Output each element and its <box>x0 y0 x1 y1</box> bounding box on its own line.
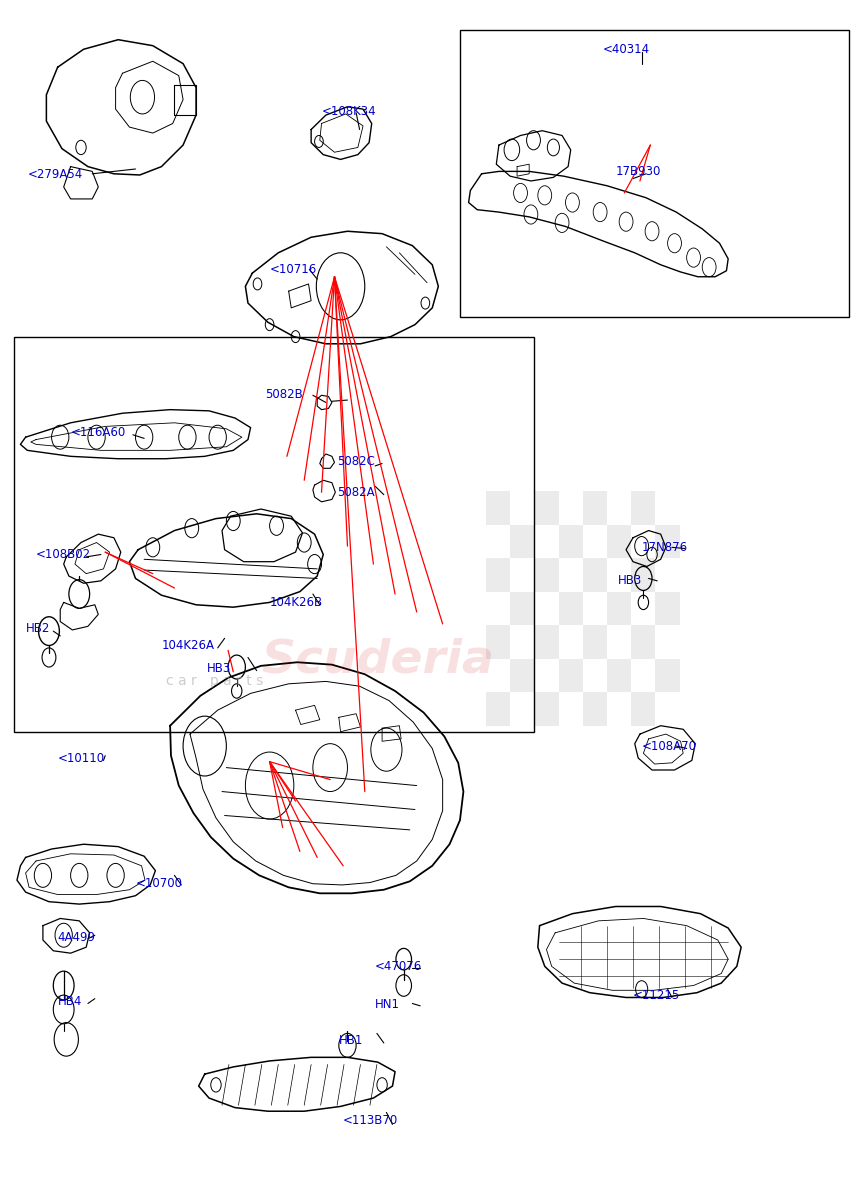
Text: 5082C: 5082C <box>337 455 375 468</box>
Text: 5082A: 5082A <box>337 486 375 499</box>
Bar <box>486 491 510 524</box>
Bar <box>535 592 559 625</box>
Bar <box>655 625 680 659</box>
Bar <box>607 625 631 659</box>
Bar <box>631 625 655 659</box>
Text: <108K34: <108K34 <box>321 106 376 118</box>
Bar <box>15 337 534 732</box>
Bar <box>631 692 655 726</box>
Bar <box>510 692 535 726</box>
Bar <box>655 692 680 726</box>
Text: HN1: HN1 <box>375 998 400 1012</box>
Text: <108A70: <108A70 <box>641 739 697 752</box>
Bar <box>607 491 631 524</box>
Text: <116A60: <116A60 <box>70 426 126 439</box>
Bar <box>510 491 535 524</box>
Text: <10110: <10110 <box>57 751 105 764</box>
Bar <box>535 692 559 726</box>
Text: <11215: <11215 <box>633 989 681 1002</box>
Bar <box>486 558 510 592</box>
Text: HB3: HB3 <box>207 661 232 674</box>
Bar <box>582 592 607 625</box>
Text: 5082B: 5082B <box>266 388 303 401</box>
Bar <box>631 524 655 558</box>
Bar <box>607 558 631 592</box>
Bar <box>535 524 559 558</box>
Bar <box>582 625 607 659</box>
Text: HB3: HB3 <box>617 575 641 587</box>
Bar <box>559 558 582 592</box>
Bar <box>607 692 631 726</box>
Bar <box>486 625 510 659</box>
Bar <box>655 524 680 558</box>
Bar <box>535 558 559 592</box>
Bar <box>535 625 559 659</box>
Text: HB1: HB1 <box>339 1034 363 1048</box>
Text: <47076: <47076 <box>375 960 423 973</box>
Bar <box>510 524 535 558</box>
Bar <box>559 625 582 659</box>
Bar <box>582 692 607 726</box>
Bar <box>631 659 655 692</box>
Text: <10700: <10700 <box>135 877 182 890</box>
Bar <box>559 592 582 625</box>
Text: 104K26A: 104K26A <box>161 638 214 652</box>
Bar <box>535 491 559 524</box>
Text: 17B930: 17B930 <box>615 164 661 178</box>
Text: <40314: <40314 <box>602 43 650 55</box>
Bar <box>559 692 582 726</box>
Bar <box>607 659 631 692</box>
Bar <box>510 592 535 625</box>
Bar <box>486 659 510 692</box>
Bar <box>631 592 655 625</box>
Bar <box>655 491 680 524</box>
Bar <box>582 659 607 692</box>
Text: Scuderia: Scuderia <box>261 637 494 683</box>
Text: 17N876: 17N876 <box>641 541 687 554</box>
Bar <box>559 491 582 524</box>
Bar <box>631 491 655 524</box>
Text: 104K26B: 104K26B <box>270 596 323 608</box>
Text: <279A54: <279A54 <box>28 168 82 181</box>
Bar <box>607 524 631 558</box>
Bar <box>582 524 607 558</box>
Bar <box>582 491 607 524</box>
Text: HB4: HB4 <box>57 995 82 1008</box>
Bar <box>559 659 582 692</box>
Bar <box>460 30 849 318</box>
Bar <box>486 524 510 558</box>
Bar <box>510 625 535 659</box>
Text: <10716: <10716 <box>270 263 317 276</box>
Bar <box>510 659 535 692</box>
Text: <113B70: <113B70 <box>343 1115 398 1127</box>
Bar <box>655 558 680 592</box>
Text: <108B02: <108B02 <box>36 548 91 562</box>
Bar <box>486 592 510 625</box>
Bar <box>655 592 680 625</box>
Text: HB2: HB2 <box>26 623 50 635</box>
Bar <box>582 558 607 592</box>
Text: c a r   p a r t s: c a r p a r t s <box>166 674 263 689</box>
Bar <box>559 524 582 558</box>
Bar <box>607 592 631 625</box>
Bar <box>535 659 559 692</box>
Text: 4A499: 4A499 <box>57 931 95 944</box>
Bar <box>486 692 510 726</box>
Bar <box>510 558 535 592</box>
Bar <box>631 558 655 592</box>
Bar <box>655 659 680 692</box>
